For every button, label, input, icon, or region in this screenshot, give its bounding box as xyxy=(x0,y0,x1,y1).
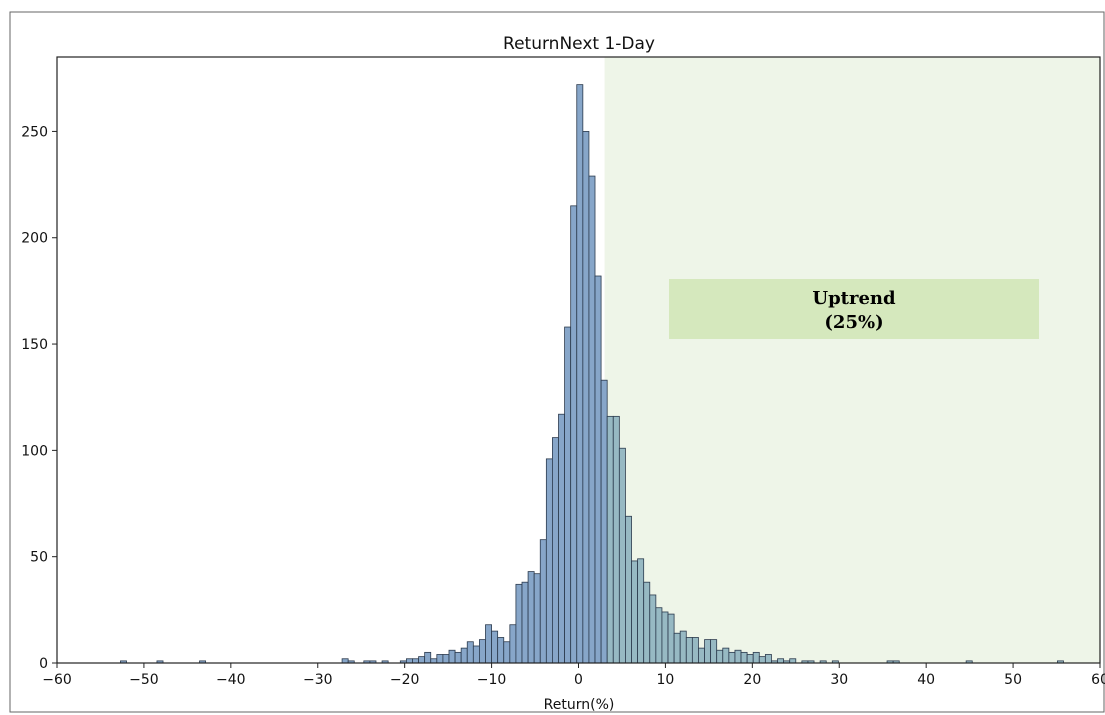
histogram-bar xyxy=(454,651,462,664)
uptrend-shaded-region xyxy=(604,57,1100,663)
histogram-bar xyxy=(728,651,736,664)
x-axis: −60 −50 −40 −30 −20 −10 0 10 20 30 40 50 60 xyxy=(42,663,1105,688)
histogram-bar xyxy=(545,458,553,664)
histogram-bar xyxy=(436,654,444,664)
histogram-bar xyxy=(491,630,499,664)
histogram-bar xyxy=(466,641,474,664)
x-tick-label: 20 xyxy=(743,672,761,688)
histogram-bar xyxy=(430,658,438,664)
histogram-bar xyxy=(722,647,730,664)
histogram-bar xyxy=(746,654,754,664)
histogram-bar xyxy=(637,558,645,664)
y-tick-label: 50 xyxy=(30,550,48,566)
x-tick-label: 40 xyxy=(917,672,935,688)
y-axis: 0 50 100 150 200 250 xyxy=(21,124,57,672)
histogram-bar xyxy=(515,583,523,664)
histogram-bar xyxy=(594,275,602,664)
histogram-bar xyxy=(576,84,584,664)
histogram-bar xyxy=(618,447,626,664)
histogram-bar xyxy=(752,651,760,664)
histogram-bar xyxy=(485,624,492,664)
x-tick-label: 30 xyxy=(830,672,848,688)
histogram-bar xyxy=(740,651,748,664)
histogram-bar xyxy=(564,326,572,664)
histogram-bar xyxy=(503,641,511,664)
histogram-bar xyxy=(442,654,450,664)
annotation-line-1: Uptrend xyxy=(812,288,896,309)
histogram-bar xyxy=(691,637,699,664)
y-tick-label: 200 xyxy=(21,231,48,247)
histogram-bar xyxy=(539,539,547,664)
histogram-bar xyxy=(704,639,712,664)
histogram-bar xyxy=(424,651,432,664)
histogram-bar xyxy=(533,573,541,664)
histogram-bar xyxy=(612,415,620,664)
x-tick-label: 50 xyxy=(1004,672,1022,688)
histogram-bar xyxy=(418,656,426,664)
histogram-bar xyxy=(764,654,772,664)
histogram-bars xyxy=(120,84,1064,664)
histogram-bar xyxy=(758,656,766,664)
histogram-bar xyxy=(479,639,486,664)
histogram-bar xyxy=(649,594,657,664)
x-tick-label: −10 xyxy=(477,672,507,688)
histogram-bar xyxy=(497,637,505,664)
histogram-bar xyxy=(710,639,718,664)
chart-title: ReturnNext 1-Day xyxy=(503,34,655,54)
histogram-bar xyxy=(552,437,559,664)
histogram-bar xyxy=(582,131,590,664)
histogram-bar xyxy=(527,571,535,664)
uptrend-annotation: Uptrend (25%) xyxy=(669,279,1039,339)
histogram-bar xyxy=(509,624,517,664)
y-tick-label: 0 xyxy=(39,656,48,672)
histogram-bar xyxy=(472,645,480,664)
histogram-bar xyxy=(600,379,608,664)
histogram-bar xyxy=(448,649,456,664)
x-axis-label: Return(%) xyxy=(544,697,615,713)
histogram-bar xyxy=(406,658,413,664)
histogram-bar xyxy=(412,658,419,664)
histogram-bar xyxy=(655,607,663,664)
histogram-bar xyxy=(570,205,578,664)
x-tick-label: 60 xyxy=(1091,672,1105,688)
y-tick-label: 100 xyxy=(21,443,48,459)
histogram-bar xyxy=(558,413,565,664)
histogram-bar xyxy=(734,649,742,664)
histogram-bar xyxy=(606,415,614,664)
x-tick-label: −50 xyxy=(129,672,159,688)
outer-border xyxy=(9,11,1105,713)
histogram-bar xyxy=(625,515,632,664)
histogram-bar xyxy=(460,647,468,664)
annotation-box xyxy=(669,279,1039,339)
histogram-bar xyxy=(588,175,596,664)
annotation-line-2: (25%) xyxy=(824,312,883,333)
histogram-bar xyxy=(661,611,669,664)
x-tick-label: −20 xyxy=(390,672,420,688)
histogram-bar xyxy=(631,560,639,664)
histogram-bar xyxy=(341,658,349,664)
histogram-bar xyxy=(679,630,687,664)
histogram-bar xyxy=(789,658,797,664)
histogram-bar xyxy=(716,649,724,664)
histogram-bar xyxy=(777,658,785,664)
x-tick-label: 0 xyxy=(574,672,583,688)
histogram-bar xyxy=(521,581,529,664)
y-tick-label: 150 xyxy=(21,337,48,353)
x-tick-label: 10 xyxy=(657,672,675,688)
x-tick-label: −40 xyxy=(216,672,246,688)
histogram-bar xyxy=(643,581,651,664)
histogram-bar xyxy=(685,637,693,664)
y-tick-label: 250 xyxy=(21,124,48,140)
histogram-bar xyxy=(673,632,681,664)
histogram-bar xyxy=(698,647,705,664)
x-tick-label: −60 xyxy=(42,672,72,688)
histogram-bar xyxy=(667,613,675,664)
x-tick-label: −30 xyxy=(303,672,333,688)
